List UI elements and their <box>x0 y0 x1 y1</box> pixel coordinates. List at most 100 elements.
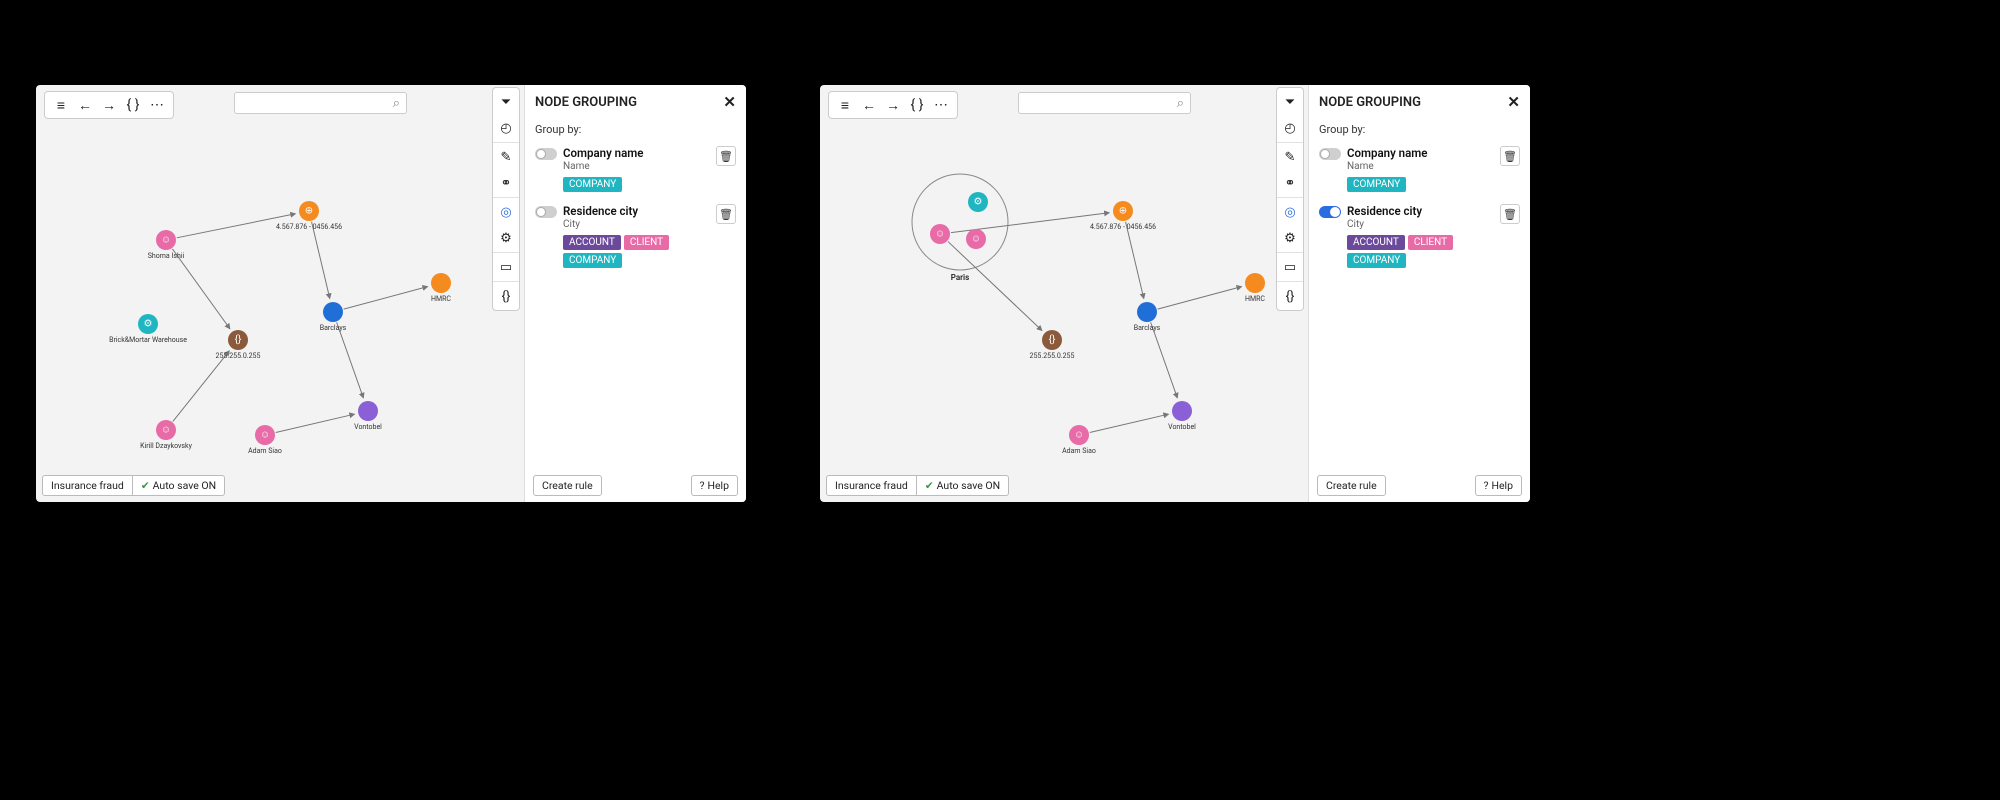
graph-node[interactable]: ☺ <box>966 229 986 249</box>
top-toolbar: ≡ ← → { } ⋯ <box>44 91 174 119</box>
comment-icon[interactable]: ▭ <box>496 257 516 277</box>
project-name[interactable]: Insurance fraud <box>826 475 917 496</box>
menu-icon[interactable]: ≡ <box>51 95 71 115</box>
braces-icon[interactable]: {} <box>496 286 516 306</box>
graph-node[interactable]: {} 255.255.0.255 <box>216 330 261 360</box>
close-icon[interactable]: ✕ <box>723 93 736 111</box>
svg-text:Shoma Ishii: Shoma Ishii <box>148 252 185 260</box>
graph-edge <box>344 287 428 310</box>
wand-icon[interactable]: ✎ <box>1280 147 1300 167</box>
settings-icon[interactable]: ⚙ <box>1280 228 1300 248</box>
history-icon[interactable]: ◴ <box>496 118 516 138</box>
group-icon[interactable]: ◎ <box>1280 202 1300 222</box>
link-icon[interactable]: ⚭ <box>1280 173 1300 193</box>
braces-icon[interactable]: { } <box>907 95 927 115</box>
rule-title: Residence city <box>1347 204 1494 218</box>
delete-rule-button[interactable]: 🗑 <box>1500 146 1520 166</box>
graph-node[interactable]: {} 255.255.0.255 <box>1030 330 1075 360</box>
search-input[interactable] <box>1019 97 1177 109</box>
graph-node[interactable]: ☺ Adam Siao <box>248 425 282 455</box>
graph-node[interactable]: ☺ Adam Siao <box>1062 425 1096 455</box>
panel-subtitle: Group by: <box>1309 119 1530 142</box>
graph-canvas[interactable]: Paris ⚙ ☺ ☺ {} 255.255.0.255 ⊕ 4.567.876… <box>820 85 1308 502</box>
create-rule-button[interactable]: Create rule <box>533 475 602 496</box>
braces-icon[interactable]: { } <box>123 95 143 115</box>
search-input[interactable] <box>235 97 393 109</box>
group-rule: Company name Name COMPANY 🗑 <box>525 142 746 200</box>
graph-node[interactable]: HMRC <box>1245 273 1265 303</box>
back-icon[interactable]: ← <box>75 95 95 115</box>
side-panel: NODE GROUPING ✕ Group by: Company name N… <box>1308 85 1530 502</box>
rule-subtitle: Name <box>563 161 710 172</box>
rule-toggle[interactable] <box>535 206 557 218</box>
rule-tag: ACCOUNT <box>563 235 621 250</box>
svg-text:Vontobel: Vontobel <box>1168 423 1196 431</box>
graph-edge <box>173 351 229 421</box>
graph-node[interactable]: Barclays <box>1134 302 1161 332</box>
more-icon[interactable]: ⋯ <box>147 95 167 115</box>
svg-text:{}: {} <box>1049 334 1056 346</box>
graph-node[interactable]: ⚙ <box>968 192 988 212</box>
svg-text:☺: ☺ <box>161 425 171 436</box>
settings-icon[interactable]: ⚙ <box>496 228 516 248</box>
rule-tag: COMPANY <box>563 177 622 192</box>
delete-rule-button[interactable]: 🗑 <box>716 204 736 224</box>
group-circle[interactable] <box>912 174 1008 270</box>
svg-text:HMRC: HMRC <box>431 295 451 303</box>
search-icon[interactable]: ⌕ <box>1177 96 1184 111</box>
delete-rule-button[interactable]: 🗑 <box>1500 204 1520 224</box>
forward-icon[interactable]: → <box>883 95 903 115</box>
svg-text:255.255.0.255: 255.255.0.255 <box>1030 352 1075 360</box>
filter-icon[interactable]: ⏷ <box>1280 92 1300 112</box>
svg-text:Barclays: Barclays <box>1134 324 1161 332</box>
project-name[interactable]: Insurance fraud <box>42 475 133 496</box>
rule-subtitle: City <box>1347 219 1494 230</box>
graph-node[interactable]: ⚙ Brick&Mortar Warehouse <box>109 314 187 344</box>
forward-icon[interactable]: → <box>99 95 119 115</box>
svg-text:Barclays: Barclays <box>320 324 347 332</box>
rule-tag: CLIENT <box>1408 235 1453 250</box>
rule-toggle[interactable] <box>1319 206 1341 218</box>
graph-node[interactable]: Barclays <box>320 302 347 332</box>
graph-node[interactable]: ☺ Shoma Ishii <box>148 230 185 260</box>
delete-rule-button[interactable]: 🗑 <box>716 146 736 166</box>
help-button[interactable]: ?Help <box>1475 475 1522 496</box>
group-icon[interactable]: ◎ <box>496 202 516 222</box>
vertical-toolbar: ⏷ ◴ ✎ ⚭ ◎ ⚙ ▭ {} <box>1276 87 1304 311</box>
graph-node[interactable]: ☺ <box>930 224 950 244</box>
search-icon[interactable]: ⌕ <box>393 96 400 111</box>
link-icon[interactable]: ⚭ <box>496 173 516 193</box>
app-window: ≡ ← → { } ⋯ ⌕ ⏷ ◴ ✎ ⚭ ◎ ⚙ ▭ {} ☺ Shoma Ishii <box>36 85 746 502</box>
create-rule-button[interactable]: Create rule <box>1317 475 1386 496</box>
graph-edge <box>312 222 330 299</box>
autosave-status[interactable]: ✔Auto save ON <box>133 475 225 496</box>
search-box[interactable]: ⌕ <box>1018 92 1191 114</box>
graph-canvas[interactable]: ☺ Shoma Ishii ⚙ Brick&Mortar Warehouse ☺… <box>36 85 524 502</box>
graph-node[interactable]: HMRC <box>431 273 451 303</box>
svg-text:{}: {} <box>235 334 242 346</box>
back-icon[interactable]: ← <box>859 95 879 115</box>
menu-icon[interactable]: ≡ <box>835 95 855 115</box>
graph-node[interactable]: ⊕ 4.567.876 - 0456.456 <box>1090 201 1156 231</box>
more-icon[interactable]: ⋯ <box>931 95 951 115</box>
braces-icon[interactable]: {} <box>1280 286 1300 306</box>
help-icon: ? <box>1484 479 1489 492</box>
rule-toggle[interactable] <box>1319 148 1341 160</box>
graph-node[interactable]: Vontobel <box>1168 401 1196 431</box>
help-icon: ? <box>700 479 705 492</box>
graph-node[interactable]: ☺ Kirill Dzaykovsky <box>140 420 192 450</box>
filter-icon[interactable]: ⏷ <box>496 92 516 112</box>
comment-icon[interactable]: ▭ <box>1280 257 1300 277</box>
rule-tag: COMPANY <box>1347 253 1406 268</box>
svg-text:⊕: ⊕ <box>305 206 313 217</box>
autosave-status[interactable]: ✔Auto save ON <box>917 475 1009 496</box>
panel-title: NODE GROUPING <box>1319 95 1421 110</box>
search-box[interactable]: ⌕ <box>234 92 407 114</box>
help-button[interactable]: ?Help <box>691 475 738 496</box>
rule-toggle[interactable] <box>535 148 557 160</box>
wand-icon[interactable]: ✎ <box>496 147 516 167</box>
close-icon[interactable]: ✕ <box>1507 93 1520 111</box>
history-icon[interactable]: ◴ <box>1280 118 1300 138</box>
status-bar: Insurance fraud ✔Auto save ON <box>826 475 1009 496</box>
graph-node[interactable]: Vontobel <box>354 401 382 431</box>
